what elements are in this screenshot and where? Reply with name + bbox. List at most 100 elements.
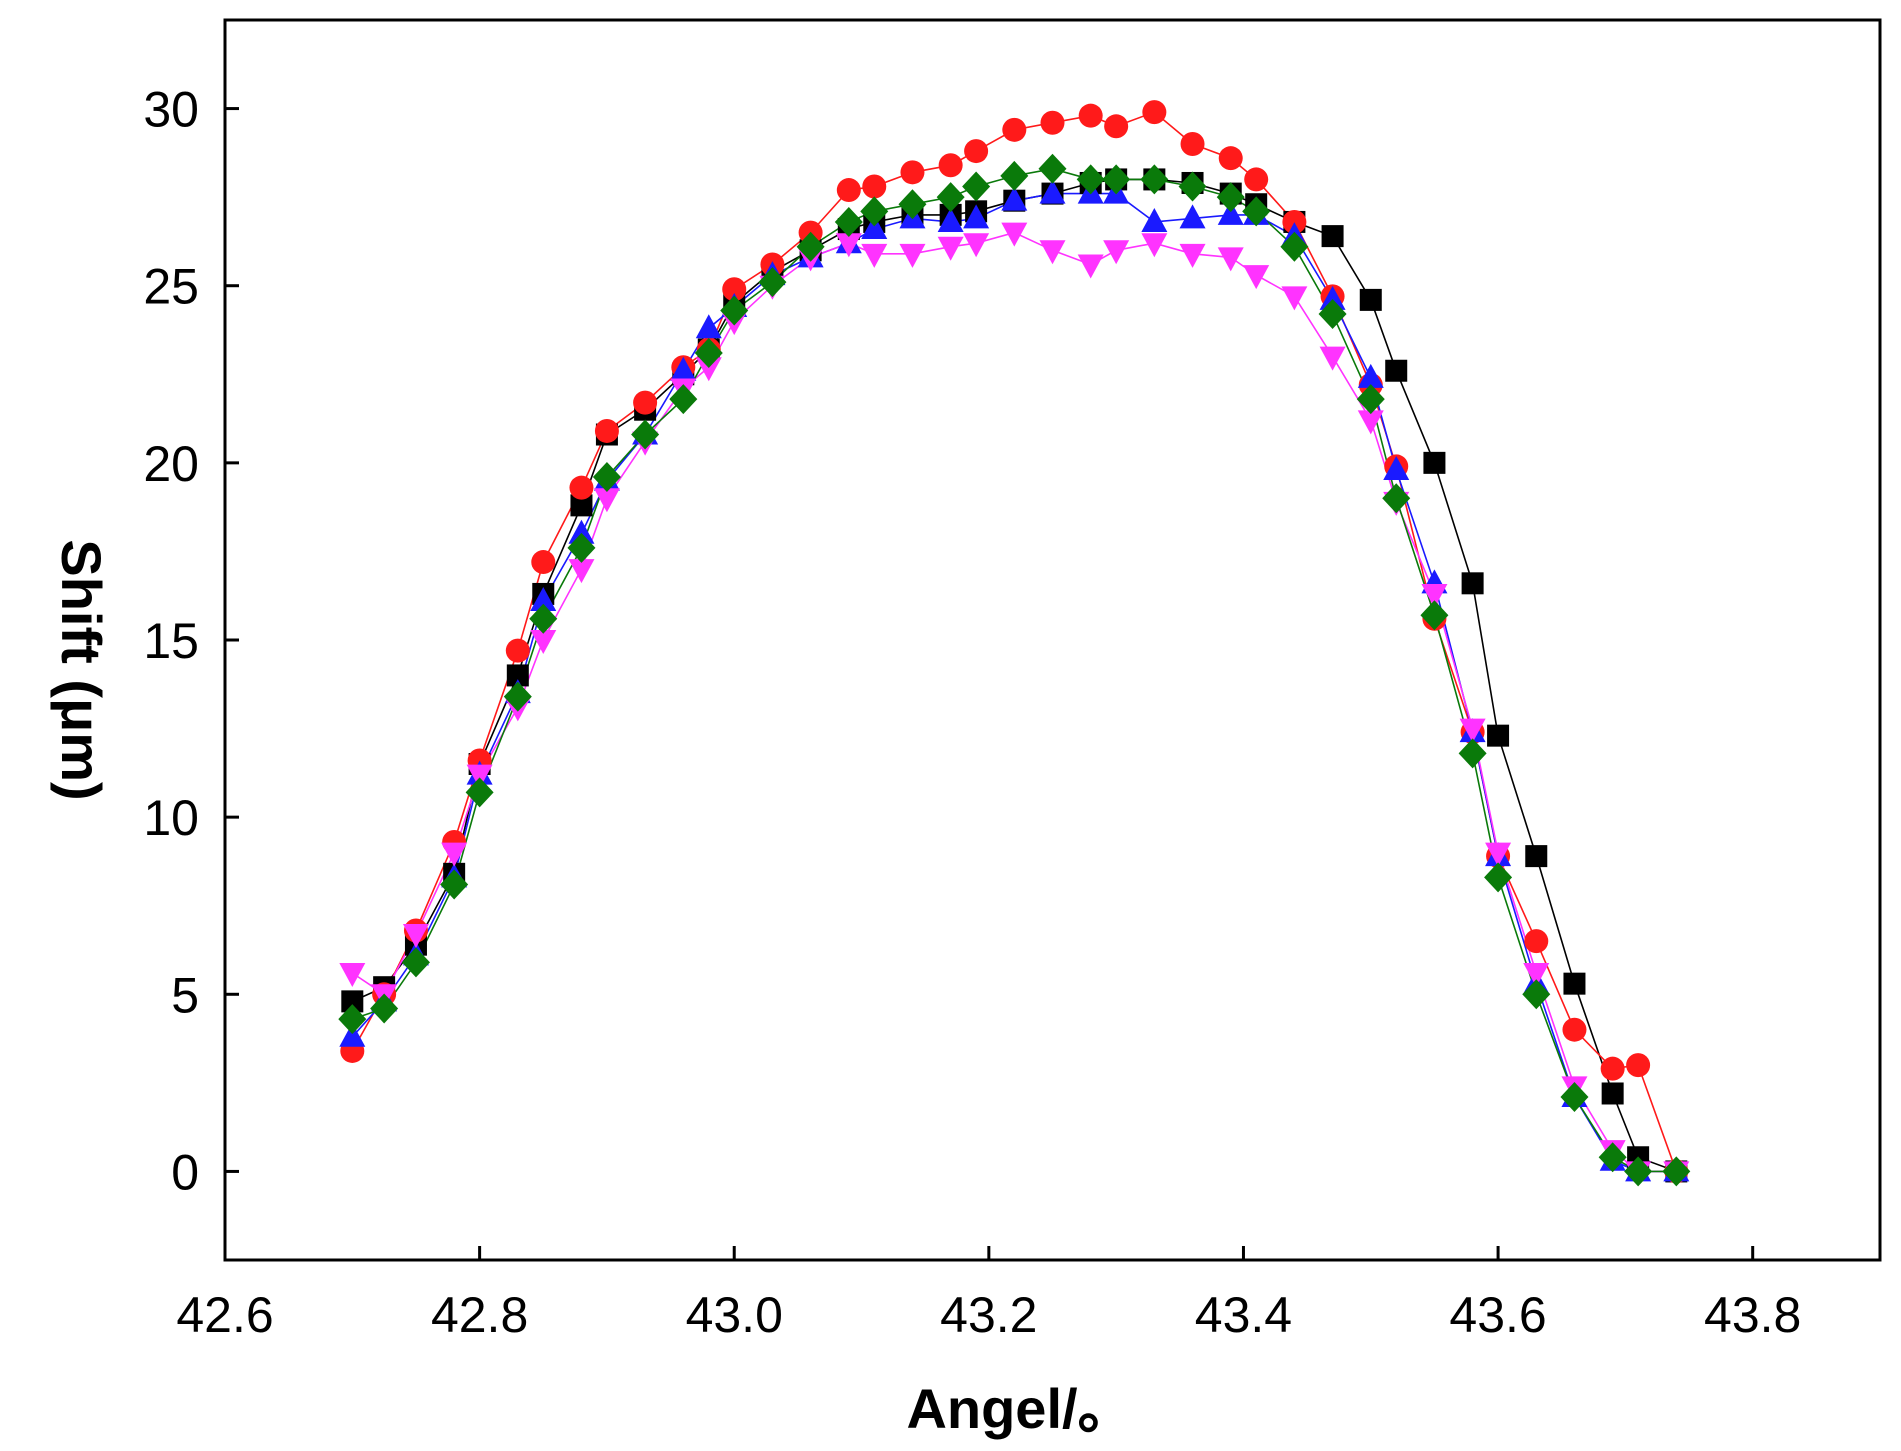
data-point — [834, 206, 863, 237]
series-line — [351, 111, 1678, 1172]
data-point — [1601, 1082, 1624, 1105]
data-point — [963, 204, 990, 229]
data-point — [1382, 483, 1411, 514]
x-tick-label: 42.6 — [176, 1287, 273, 1343]
data-point — [594, 418, 619, 443]
series-square — [351, 178, 1677, 1173]
data-point — [1319, 346, 1346, 371]
data-point — [506, 664, 529, 687]
data-point — [1423, 451, 1446, 474]
x-tick-label: 43.4 — [1195, 1287, 1292, 1343]
data-point — [1319, 285, 1346, 310]
data-point — [1280, 231, 1309, 262]
data-point — [1359, 288, 1382, 311]
data-point — [898, 189, 927, 220]
data-point — [505, 638, 530, 663]
y-axis-title: Shift (μm) — [50, 539, 113, 800]
x-tick-label: 43.8 — [1704, 1287, 1801, 1343]
data-point — [1458, 738, 1487, 769]
series-triangle-up — [351, 192, 1677, 1173]
y-tick-label: 10 — [143, 790, 199, 846]
series-markers-diamond — [338, 153, 1691, 1187]
data-point — [861, 243, 888, 268]
data-point — [503, 681, 532, 712]
data-point — [937, 207, 964, 232]
data-point — [1357, 410, 1384, 435]
series-diamond — [352, 167, 1677, 1173]
data-point — [338, 1004, 367, 1035]
data-point — [1217, 247, 1244, 272]
data-point — [1626, 1053, 1651, 1078]
data-point — [1078, 103, 1103, 128]
data-point — [1104, 114, 1129, 139]
data-point — [441, 842, 468, 867]
data-point — [1662, 1156, 1691, 1187]
x-tick-label: 43.0 — [686, 1287, 783, 1343]
data-point — [962, 171, 991, 202]
data-point — [570, 494, 593, 517]
data-point — [531, 550, 556, 575]
data-point — [529, 603, 558, 634]
data-point — [1243, 265, 1270, 290]
y-tick-label: 0 — [171, 1144, 199, 1200]
data-point — [938, 153, 963, 178]
data-point — [1356, 384, 1385, 415]
series-markers-circle — [340, 100, 1689, 1184]
data-point — [1357, 363, 1384, 388]
data-point — [670, 356, 697, 381]
data-point — [1562, 1017, 1587, 1042]
data-point — [631, 419, 660, 450]
series-line — [351, 178, 1677, 1173]
data-point — [936, 182, 965, 213]
data-point — [1141, 233, 1168, 258]
data-point — [633, 390, 658, 415]
y-tick-label: 15 — [143, 613, 199, 669]
series-layer — [338, 100, 1691, 1187]
data-point — [1179, 243, 1206, 268]
data-point — [1487, 724, 1510, 747]
series-line — [352, 167, 1677, 1173]
data-point — [1141, 207, 1168, 232]
data-point — [695, 314, 722, 339]
data-point — [370, 993, 399, 1024]
data-point — [1140, 164, 1169, 195]
data-point — [401, 947, 430, 978]
data-point — [964, 139, 989, 164]
data-point — [1142, 100, 1167, 125]
data-point — [1001, 186, 1028, 211]
x-tick-label: 43.6 — [1449, 1287, 1546, 1343]
data-point — [402, 924, 429, 949]
data-point — [440, 869, 469, 900]
data-point — [593, 488, 620, 513]
data-point — [937, 236, 964, 261]
x-axis-title: Angel/。 — [906, 1377, 1133, 1440]
data-point — [758, 267, 787, 298]
data-point — [1179, 204, 1206, 229]
data-point — [1180, 132, 1205, 156]
data-point — [1076, 164, 1105, 195]
y-tick-label: 20 — [143, 436, 199, 492]
data-point — [1420, 600, 1449, 631]
data-point — [1321, 225, 1344, 248]
y-axis-ticks: 0 5 10 15 20 25 30 — [143, 82, 239, 1200]
data-point — [796, 231, 825, 262]
data-point — [1281, 286, 1308, 311]
data-point — [592, 462, 621, 493]
data-point — [1385, 359, 1408, 382]
data-point — [567, 532, 596, 563]
x-tick-label: 42.8 — [431, 1287, 528, 1343]
data-point — [1461, 572, 1484, 595]
series-circle — [351, 111, 1678, 1172]
data-point — [1598, 1142, 1627, 1173]
data-point — [1485, 842, 1512, 867]
data-point — [963, 233, 990, 258]
data-point — [1077, 254, 1104, 279]
data-point — [1039, 179, 1066, 204]
y-tick-label: 30 — [143, 82, 199, 138]
data-point — [720, 295, 749, 326]
data-point — [1624, 1156, 1653, 1187]
data-point — [1178, 171, 1207, 202]
data-point — [339, 963, 366, 988]
data-point — [860, 196, 889, 227]
